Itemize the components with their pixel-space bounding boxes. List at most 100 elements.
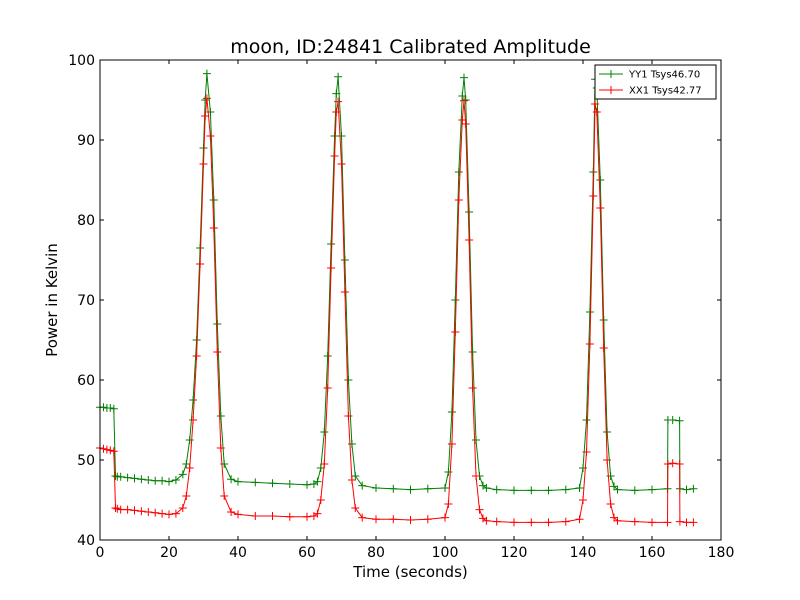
x-tick-label: 180 <box>708 545 735 561</box>
data-point-marker <box>447 408 456 416</box>
data-point-marker <box>106 446 115 455</box>
data-point-marker <box>591 100 600 108</box>
data-point-marker <box>596 204 605 212</box>
data-point-marker <box>268 512 277 520</box>
data-point-marker <box>472 472 480 480</box>
y-tick-label: 40 <box>77 533 95 549</box>
legend-marker-0 <box>607 70 615 78</box>
data-point-marker <box>285 512 294 521</box>
data-point-marker <box>201 112 210 120</box>
data-point-marker <box>216 444 225 452</box>
data-point-marker <box>199 160 208 168</box>
data-point-marker <box>582 448 591 456</box>
data-point-marker <box>185 464 194 472</box>
data-point-marker <box>313 509 322 518</box>
data-point-marker <box>451 328 460 336</box>
data-point-marker <box>458 92 467 100</box>
x-tick-label: 160 <box>639 545 666 561</box>
data-point-marker <box>461 96 470 104</box>
data-point-marker <box>358 513 367 522</box>
data-point-marker <box>606 500 615 508</box>
data-point-marker <box>171 509 180 518</box>
data-point-marker <box>196 260 205 268</box>
data-point-marker <box>358 481 367 490</box>
data-point-marker <box>327 240 336 248</box>
data-point-marker <box>668 459 677 468</box>
data-point-marker <box>527 486 536 495</box>
data-point-marker <box>102 445 111 454</box>
data-point-marker <box>603 428 612 436</box>
legend-box <box>594 64 717 100</box>
chart-title: moon, ID:24841 Calibrated Amplitude <box>230 36 591 58</box>
y-axis-label: Power in Kelvin <box>43 243 61 357</box>
data-point-marker <box>209 224 218 232</box>
data-point-marker <box>441 484 449 492</box>
data-point-marker <box>323 384 332 392</box>
data-point-marker <box>123 473 132 482</box>
data-point-marker <box>334 72 343 81</box>
data-point-marker <box>213 348 222 356</box>
x-tick-label: 40 <box>229 545 247 561</box>
data-point-marker <box>592 108 601 116</box>
data-point-marker <box>596 176 605 184</box>
data-point-marker <box>344 412 353 420</box>
data-point-marker <box>613 516 622 525</box>
data-point-marker <box>451 296 460 304</box>
data-point-marker <box>510 486 518 495</box>
data-point-marker <box>585 308 594 316</box>
data-point-marker <box>482 516 491 525</box>
x-tick-label: 80 <box>367 545 385 561</box>
data-point-marker <box>472 436 480 444</box>
data-point-marker <box>579 496 587 504</box>
y-tick-label: 80 <box>77 213 95 229</box>
data-point-marker <box>234 510 242 519</box>
data-point-marker <box>192 336 201 344</box>
data-point-marker <box>510 518 518 527</box>
data-point-marker <box>192 352 201 360</box>
data-point-marker <box>111 472 120 480</box>
data-point-marker <box>610 513 618 522</box>
data-point-marker <box>151 508 160 517</box>
data-point-marker <box>465 236 474 244</box>
data-point-marker <box>475 505 484 514</box>
data-point-marker <box>447 440 456 448</box>
data-point-marker <box>603 456 612 464</box>
data-point-marker <box>109 404 118 413</box>
tick-layer: 0 20 40 60 80 100 120 140 160 180 40 50 60 70 80 90 100 <box>68 53 734 561</box>
data-point-marker <box>589 192 598 200</box>
data-point-marker <box>213 320 222 328</box>
data-point-marker <box>406 516 415 524</box>
data-point-marker <box>454 196 463 204</box>
data-point-marker <box>441 513 449 522</box>
data-point-marker <box>158 476 167 485</box>
data-point-marker <box>630 517 639 526</box>
data-point-marker <box>663 460 672 468</box>
series-layer <box>96 69 698 527</box>
data-point-marker <box>116 472 125 481</box>
data-point-marker <box>599 316 608 324</box>
data-point-marker <box>575 484 584 492</box>
data-point-marker <box>111 504 120 512</box>
data-point-marker <box>347 476 356 484</box>
y-tick-label: 70 <box>77 293 95 309</box>
data-point-marker <box>182 460 191 468</box>
data-point-marker <box>137 507 146 516</box>
data-point-marker <box>337 160 346 168</box>
data-point-marker <box>423 484 432 493</box>
data-point-marker <box>209 196 218 204</box>
data-point-marker <box>171 476 180 484</box>
data-point-marker <box>668 416 677 424</box>
data-point-marker <box>202 94 211 103</box>
data-point-marker <box>648 485 656 494</box>
y-tick-label: 100 <box>68 53 95 69</box>
legend-label-1: XX1 Tsys42.77 <box>629 86 702 97</box>
data-point-marker <box>544 518 553 527</box>
data-point-marker <box>689 484 698 493</box>
data-point-marker <box>468 348 477 356</box>
data-point-marker <box>334 97 343 106</box>
data-point-marker <box>585 340 594 348</box>
data-point-marker <box>220 492 229 500</box>
data-point-marker <box>178 470 187 479</box>
